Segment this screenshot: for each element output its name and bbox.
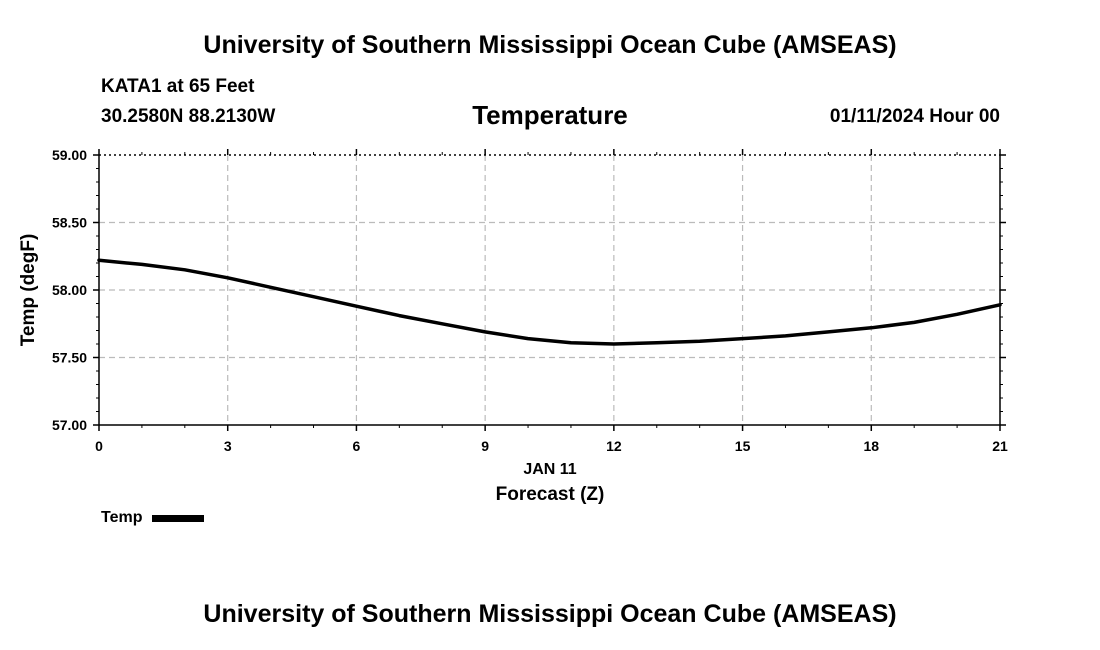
x-tick-label: 21 <box>992 438 1008 454</box>
y-tick-label: 58.00 <box>52 282 87 298</box>
y-tick-label: 58.50 <box>52 215 87 231</box>
x-axis-date-label: JAN 11 <box>523 461 576 478</box>
chart-series <box>97 258 1002 346</box>
y-axis-label: Temp (degF) <box>18 234 39 347</box>
variable-title: Temperature <box>472 100 628 130</box>
y-tick-label: 57.00 <box>52 417 87 433</box>
x-tick-label: 15 <box>735 438 751 454</box>
x-tick-label: 18 <box>863 438 879 454</box>
station-label: KATA1 at 65 Feet <box>101 76 255 97</box>
x-tick-label: 9 <box>481 438 489 454</box>
y-tick-label: 57.50 <box>52 350 87 366</box>
x-tick-label: 0 <box>95 438 103 454</box>
chart-grid <box>99 154 1000 425</box>
x-tick-label: 6 <box>353 438 361 454</box>
temperature-chart: 57.00 57.50 58.00 58.50 59.00 0 3 6 9 12 15 18 21 Te… <box>18 147 1008 505</box>
x-tick-label: 12 <box>606 438 622 454</box>
legend-line-swatch <box>152 514 205 522</box>
x-axis-label: Forecast (Z) <box>496 484 605 505</box>
chart-ticks: 57.00 57.50 58.00 58.50 59.00 0 3 6 9 12 15 18 21 <box>52 147 1008 454</box>
station-coordinates: 30.2580N 88.2130W <box>101 106 276 127</box>
forecast-datetime: 01/11/2024 Hour 00 <box>829 106 1000 127</box>
page-title: University of Southern Mississippi Ocean… <box>203 31 897 59</box>
x-tick-label: 3 <box>224 438 232 454</box>
chart-legend: Temp <box>101 509 205 527</box>
y-tick-label: 59.00 <box>52 147 87 163</box>
temp-series-line <box>97 258 1002 346</box>
legend-label: Temp <box>101 509 143 526</box>
footer-title: University of Southern Mississippi Ocean… <box>203 600 897 628</box>
